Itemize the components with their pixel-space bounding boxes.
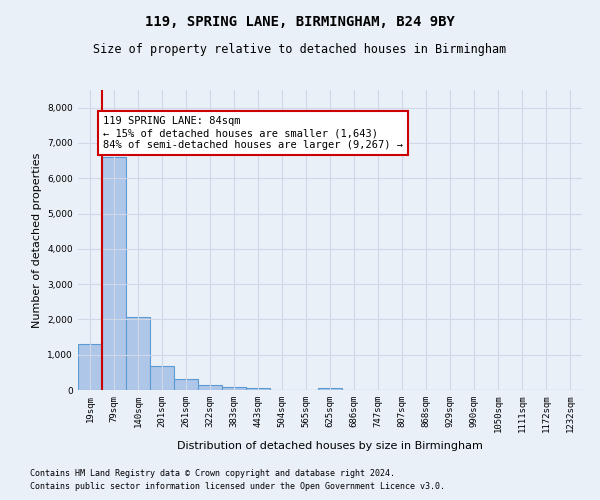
Text: 119 SPRING LANE: 84sqm
← 15% of detached houses are smaller (1,643)
84% of semi-: 119 SPRING LANE: 84sqm ← 15% of detached… xyxy=(103,116,403,150)
Text: Contains public sector information licensed under the Open Government Licence v3: Contains public sector information licen… xyxy=(30,482,445,491)
Bar xyxy=(78,344,102,390)
Bar xyxy=(102,157,126,390)
Bar xyxy=(174,380,198,390)
Bar xyxy=(150,366,174,390)
Bar xyxy=(198,386,222,390)
Bar xyxy=(246,388,270,390)
Text: Contains HM Land Registry data © Crown copyright and database right 2024.: Contains HM Land Registry data © Crown c… xyxy=(30,468,395,477)
Text: 119, SPRING LANE, BIRMINGHAM, B24 9BY: 119, SPRING LANE, BIRMINGHAM, B24 9BY xyxy=(145,15,455,29)
X-axis label: Distribution of detached houses by size in Birmingham: Distribution of detached houses by size … xyxy=(177,441,483,451)
Bar xyxy=(222,387,246,390)
Text: Size of property relative to detached houses in Birmingham: Size of property relative to detached ho… xyxy=(94,42,506,56)
Bar xyxy=(318,388,342,390)
Y-axis label: Number of detached properties: Number of detached properties xyxy=(32,152,42,328)
Bar xyxy=(126,316,150,390)
